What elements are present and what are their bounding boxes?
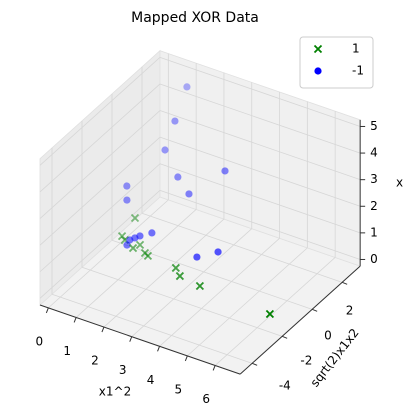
z-tick-label: 5 [370,119,378,133]
marker-dot [183,83,191,91]
grid-line [131,228,253,337]
marker-x [117,231,127,241]
x-tick-label: 2 [91,354,99,368]
marker-x [128,243,138,253]
marker-dot [214,248,222,256]
x-axis-label: x1^2 [99,385,131,399]
grid-line [39,57,161,166]
z-tick-label: 3 [370,172,378,186]
chart-title: Mapped XOR Data [131,10,259,26]
marker-dot [193,253,201,261]
legend: 1 -1 [299,36,374,89]
marker-dot [136,232,144,240]
grid-line [159,56,361,127]
marker-dot [123,196,131,204]
marker-x [171,263,180,273]
grid-line [159,110,361,181]
z-tick-label: 2 [370,199,378,213]
grid-line [159,237,280,347]
marker-dot [221,167,229,175]
grid-line [81,266,283,337]
x-tick [184,355,188,362]
marker-dot [161,146,169,154]
panes [39,49,366,375]
x-tick-label: 0 [36,334,44,348]
grid-line [159,83,361,154]
grid-line [187,247,308,357]
grid-line [159,163,361,234]
marker-x [175,271,185,281]
marker-x [143,251,153,261]
x-tick [129,336,133,342]
marker-x [265,309,275,319]
y-tick [311,308,318,312]
grid-line [141,212,343,283]
y-tick [251,362,258,366]
marker-dot [314,67,322,75]
grid-line [51,293,253,364]
grid-line [48,199,169,309]
y-tick-label: -4 [279,379,291,393]
grid-line [159,189,361,260]
grid-line [39,136,161,246]
marker-dot [171,117,179,125]
marker-dot [174,173,182,181]
y-tick-label: 2 [346,304,354,318]
grid-line [39,110,161,219]
z-tick-label: 4 [370,146,378,160]
marker-dot [185,190,193,198]
y-tick-label: -2 [300,354,312,368]
marker-x [313,44,323,54]
z-tick-label: 0 [370,252,378,266]
y-tick-label: 0 [324,329,332,343]
x-axis-line [39,304,241,375]
legend-label: 1 [352,42,360,56]
grid-line [214,257,336,366]
grid-line [39,163,161,273]
x-tick [212,365,216,371]
y-axis-line [239,265,361,375]
x-tick [101,326,105,333]
legend-frame [299,36,374,89]
marker-x [195,281,205,291]
x-tick [73,317,77,323]
y-tick [281,335,288,339]
marker-x [135,240,145,250]
z-tick-label: 1 [370,225,378,239]
marker-dot [123,182,131,190]
x-tick-label: 3 [119,363,127,377]
legend-label: -1 [352,64,364,78]
x-tick [45,307,49,314]
x-tick-label: 1 [63,344,71,358]
grid-line [75,209,197,318]
grid-line [159,136,361,207]
grid-line [103,218,225,328]
marker-dot [148,229,156,237]
z-axis-label: x2^2 [396,176,403,190]
grid-line [39,83,161,193]
x-tick-label: 5 [175,382,183,396]
x-tick-label: 4 [147,373,155,387]
y-tick [341,281,348,285]
marker-x [130,213,140,223]
x-tick [157,346,161,352]
y-axis-label: sqrt(2)x1x2 [308,326,362,390]
grid-line [39,190,161,299]
x-tick-label: 6 [202,392,210,406]
